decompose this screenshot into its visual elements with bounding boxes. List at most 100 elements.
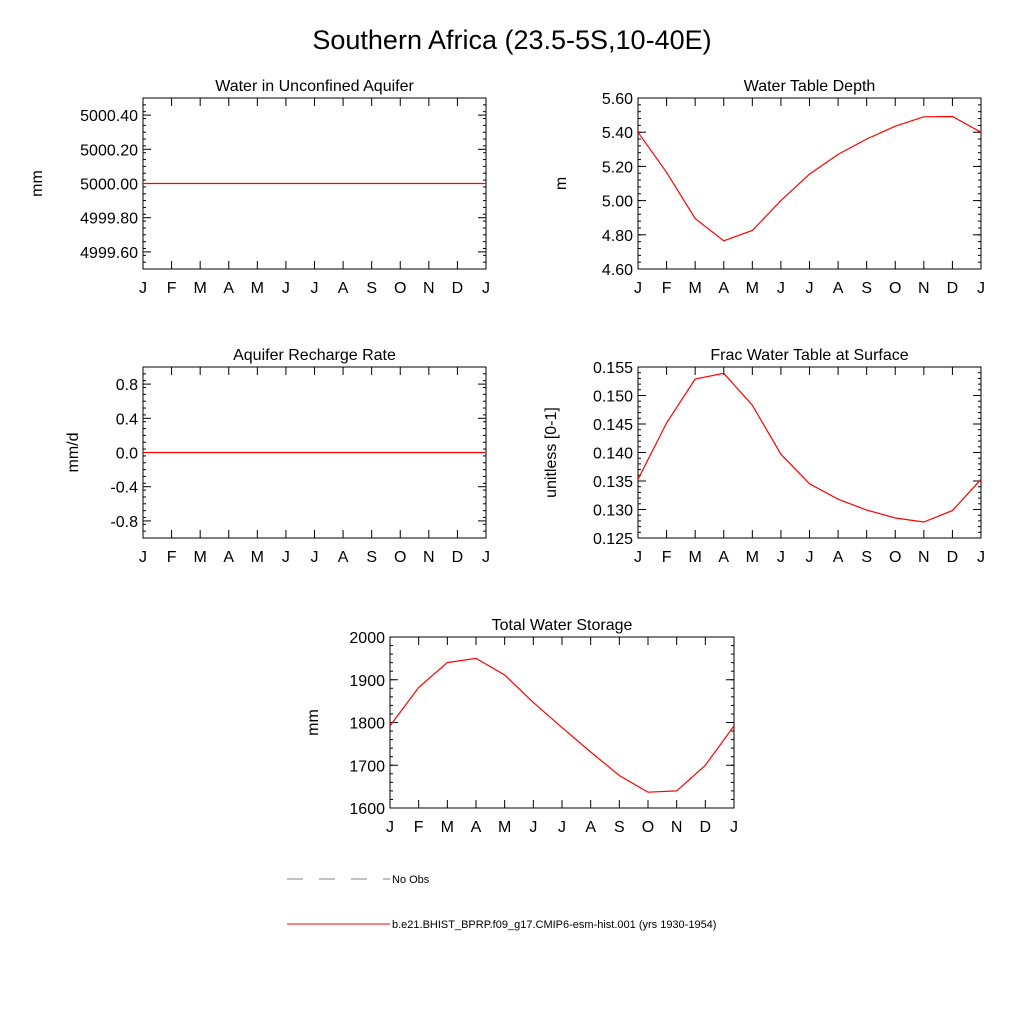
x-tick-label: M	[689, 280, 702, 297]
y-tick-label: 0.135	[593, 474, 633, 491]
x-tick-label: O	[642, 819, 654, 836]
x-tick-label: S	[861, 549, 872, 566]
y-tick-label: 0.150	[593, 389, 633, 406]
x-tick-label: A	[585, 819, 596, 836]
y-tick-label: 1800	[349, 716, 385, 733]
panel-frac-water-table-at-surface: Frac Water Table at Surface unitless [0-1…	[543, 347, 985, 566]
x-tick-label: M	[251, 549, 264, 566]
x-tick-label: J	[777, 280, 785, 297]
y-tick-label: 4999.80	[80, 211, 138, 228]
x-tick-label: J	[977, 549, 985, 566]
x-tick-label: J	[311, 549, 319, 566]
x-tick-label: F	[662, 549, 672, 566]
x-tick-label: D	[452, 280, 464, 297]
x-tick-label: J	[806, 549, 814, 566]
panel-title: Aquifer Recharge Rate	[233, 347, 396, 364]
x-tick-label: J	[529, 819, 537, 836]
x-tick-label: M	[441, 819, 454, 836]
x-tick-label: J	[806, 280, 814, 297]
x-tick-label: A	[718, 280, 729, 297]
y-tick-label: 0.4	[116, 411, 138, 428]
x-tick-label: S	[614, 819, 625, 836]
x-tick-label: A	[338, 549, 349, 566]
x-tick-label: D	[700, 819, 712, 836]
y-axis-label: mm/d	[65, 433, 82, 473]
x-tick-label: D	[947, 549, 959, 566]
y-tick-label: 5.60	[602, 91, 633, 108]
y-axis-label: unitless [0-1]	[543, 407, 560, 498]
x-tick-label: N	[423, 549, 435, 566]
x-tick-label: J	[139, 549, 147, 566]
x-tick-label: J	[139, 280, 147, 297]
y-tick-label: 4.60	[602, 262, 633, 279]
y-tick-label: 0.0	[116, 446, 138, 463]
legend-label-no-obs: No Obs	[392, 874, 430, 886]
x-tick-label: J	[634, 549, 642, 566]
x-tick-label: S	[366, 280, 377, 297]
figure-title: Southern Africa (23.5-5S,10-40E)	[312, 25, 711, 55]
x-tick-label: S	[366, 549, 377, 566]
y-tick-label: 0.8	[116, 377, 138, 394]
x-tick-label: J	[282, 549, 290, 566]
y-axis-label: mm	[305, 709, 322, 736]
y-tick-label: 0.155	[593, 360, 633, 377]
x-tick-label: F	[414, 819, 424, 836]
x-tick-label: M	[498, 819, 511, 836]
y-tick-label: 5.00	[602, 194, 633, 211]
x-tick-label: M	[194, 280, 207, 297]
y-tick-label: 5000.00	[80, 177, 138, 194]
x-tick-label: F	[167, 280, 177, 297]
x-tick-label: N	[918, 280, 930, 297]
y-tick-label: 0.145	[593, 417, 633, 434]
x-tick-label: J	[482, 280, 490, 297]
x-tick-label: A	[833, 549, 844, 566]
x-tick-label: A	[833, 280, 844, 297]
y-tick-label: 5.40	[602, 125, 633, 142]
y-tick-label: 5.20	[602, 159, 633, 176]
x-tick-label: J	[634, 280, 642, 297]
x-tick-label: M	[746, 549, 759, 566]
x-tick-label: J	[386, 819, 394, 836]
panel-title: Water in Unconfined Aquifer	[215, 78, 414, 95]
y-tick-label: 5000.20	[80, 142, 138, 159]
x-tick-label: J	[482, 549, 490, 566]
x-tick-label: J	[730, 819, 738, 836]
legend-label-model: b.e21.BHIST_BPRP.f09_g17.CMIP6-esm-hist.…	[392, 919, 716, 931]
y-tick-label: 0.125	[593, 531, 633, 548]
x-tick-label: F	[662, 280, 672, 297]
x-tick-label: A	[338, 280, 349, 297]
panel-title: Water Table Depth	[744, 78, 876, 95]
panel-title: Total Water Storage	[492, 617, 633, 634]
x-tick-label: J	[311, 280, 319, 297]
y-axis-label: mm	[29, 170, 46, 197]
series-line	[389, 657, 735, 793]
x-tick-label: J	[282, 280, 290, 297]
x-tick-label: A	[223, 280, 234, 297]
x-tick-label: O	[394, 549, 406, 566]
y-tick-label: 4.80	[602, 228, 633, 245]
y-tick-label: 1600	[349, 801, 385, 818]
x-tick-label: N	[423, 280, 435, 297]
panel-title: Frac Water Table at Surface	[710, 347, 908, 364]
y-tick-label: 1900	[349, 673, 385, 690]
series-line	[637, 372, 982, 523]
y-axis-label: m	[553, 177, 570, 190]
x-tick-label: F	[167, 549, 177, 566]
x-tick-label: O	[889, 549, 901, 566]
y-tick-label: -0.8	[110, 514, 138, 531]
x-tick-label: O	[394, 280, 406, 297]
x-tick-label: M	[746, 280, 759, 297]
legend: No Obs b.e21.BHIST_BPRP.f09_g17.CMIP6-es…	[287, 874, 716, 931]
x-tick-label: M	[194, 549, 207, 566]
y-tick-label: 0.140	[593, 446, 633, 463]
y-tick-label: 0.130	[593, 503, 633, 520]
x-tick-label: M	[251, 280, 264, 297]
x-tick-label: A	[718, 549, 729, 566]
x-tick-label: J	[977, 280, 985, 297]
